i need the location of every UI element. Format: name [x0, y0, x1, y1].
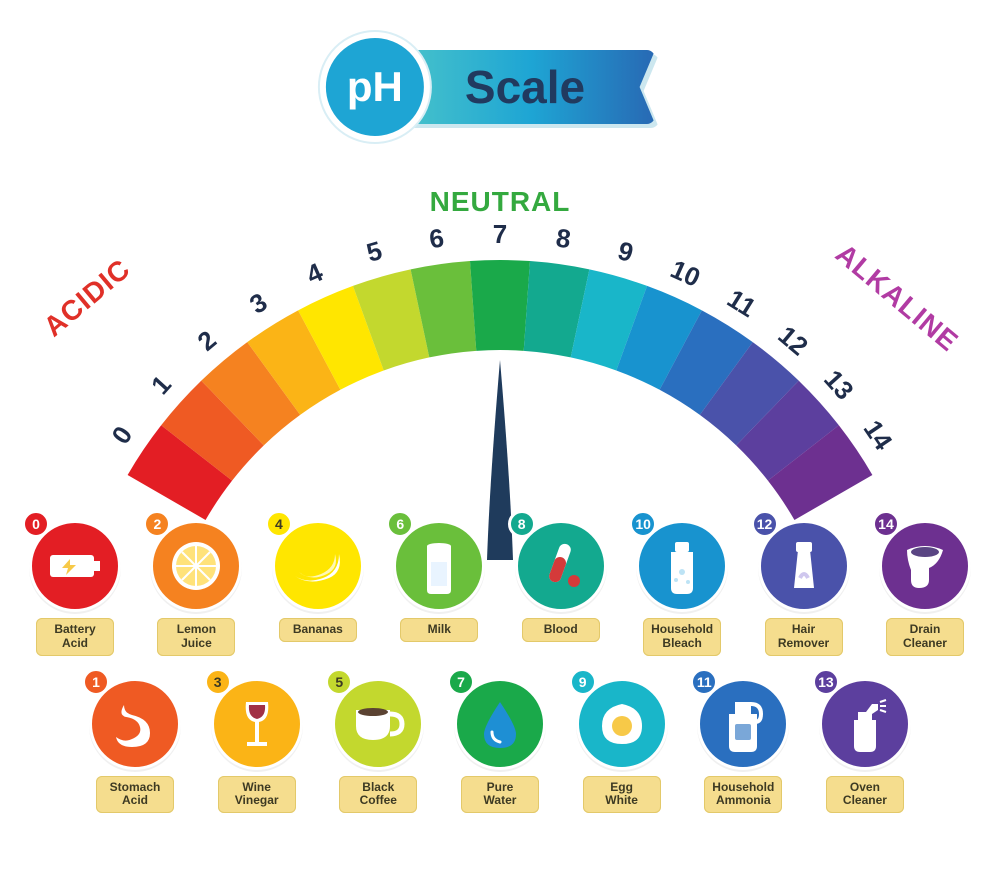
ph-badge: 12	[751, 510, 779, 538]
title-circle: pH	[320, 32, 430, 142]
example-label: HairRemover	[765, 618, 843, 656]
gauge-tick-11: 11	[722, 283, 761, 323]
ph-badge: 3	[204, 668, 232, 696]
gauge-tick-6: 6	[427, 222, 446, 254]
ph-badge: 0	[22, 510, 50, 538]
gauge-tick-1: 1	[145, 369, 177, 400]
gauge-tick-12: 12	[772, 320, 813, 362]
example-label: BatteryAcid	[36, 618, 114, 656]
example-item-ph10: 10HouseholdBleach	[627, 520, 737, 656]
example-label: LemonJuice	[157, 618, 235, 656]
example-label: WineVinegar	[218, 776, 296, 814]
ph-badge: 14	[872, 510, 900, 538]
example-label: EggWhite	[583, 776, 661, 814]
gauge-tick-2: 2	[192, 324, 222, 356]
ph-badge: 10	[629, 510, 657, 538]
ph-badge: 1	[82, 668, 110, 696]
example-label: BlackCoffee	[339, 776, 417, 814]
example-item-ph3: 3WineVinegar	[202, 678, 312, 814]
gauge-tick-3: 3	[244, 287, 272, 320]
example-label: HouseholdAmmonia	[704, 776, 782, 814]
ph-badge: 4	[265, 510, 293, 538]
examples-row-1: 0BatteryAcid2LemonJuice4Bananas6Milk8Blo…	[20, 520, 980, 656]
gauge-tick-0: 0	[105, 421, 138, 450]
example-item-ph9: 9EggWhite	[567, 678, 677, 814]
example-item-ph7: 7PureWater	[445, 678, 555, 814]
ph-gauge: NEUTRAL ACIDIC ALKALINE 0123456789101112…	[40, 200, 960, 560]
gauge-tick-5: 5	[363, 235, 385, 268]
gauge-tick-8: 8	[554, 222, 573, 254]
example-item-ph0: 0BatteryAcid	[20, 520, 130, 656]
gauge-tick-7: 7	[493, 220, 507, 249]
example-label: Milk	[400, 618, 478, 642]
example-item-ph1: 1StomachAcid	[80, 678, 190, 814]
example-item-ph14: 14DrainCleaner	[870, 520, 980, 656]
example-label: DrainCleaner	[886, 618, 964, 656]
example-label: HouseholdBleach	[643, 618, 721, 656]
title-banner: Scale pH	[345, 50, 655, 124]
examples-grid: 0BatteryAcid2LemonJuice4Bananas6Milk8Blo…	[20, 520, 980, 835]
ph-badge: 7	[447, 668, 475, 696]
example-item-ph12: 12HairRemover	[749, 520, 859, 656]
ph-badge: 9	[569, 668, 597, 696]
example-item-ph13: 13OvenCleaner	[810, 678, 920, 814]
ph-badge: 13	[812, 668, 840, 696]
gauge-tick-13: 13	[818, 364, 860, 406]
gauge-tick-10: 10	[666, 254, 705, 293]
example-label: Blood	[522, 618, 600, 642]
gauge-svg: 01234567891011121314	[40, 220, 960, 560]
title-main: Scale	[465, 60, 585, 114]
ph-badge: 8	[508, 510, 536, 538]
gauge-segment-7	[470, 260, 530, 351]
ph-badge: 5	[325, 668, 353, 696]
example-item-ph8: 8Blood	[506, 520, 616, 656]
gauge-tick-14: 14	[858, 415, 899, 456]
example-item-ph2: 2LemonJuice	[141, 520, 251, 656]
example-label: StomachAcid	[96, 776, 174, 814]
example-label: OvenCleaner	[826, 776, 904, 814]
example-item-ph5: 5BlackCoffee	[323, 678, 433, 814]
example-item-ph11: 11HouseholdAmmonia	[688, 678, 798, 814]
examples-row-2: 1StomachAcid3WineVinegar5BlackCoffee7Pur…	[20, 678, 980, 814]
example-item-ph4: 4Bananas	[263, 520, 373, 656]
title-circle-text: pH	[347, 63, 403, 111]
gauge-tick-9: 9	[615, 235, 637, 268]
label-neutral: NEUTRAL	[430, 186, 571, 218]
example-item-ph6: 6Milk	[384, 520, 494, 656]
gauge-tick-4: 4	[302, 256, 328, 290]
example-label: PureWater	[461, 776, 539, 814]
ph-badge: 11	[690, 668, 718, 696]
example-label: Bananas	[279, 618, 357, 642]
